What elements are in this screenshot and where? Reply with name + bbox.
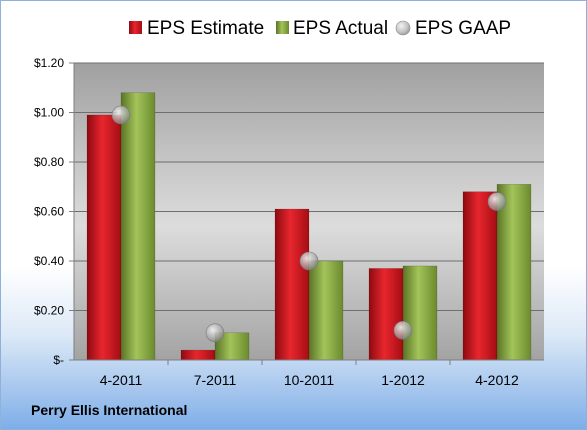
legend-marker-gaap bbox=[395, 20, 411, 36]
marker-eps-gaap bbox=[393, 320, 413, 340]
x-tick-label: 4-2012 bbox=[475, 372, 519, 388]
company-name: Perry Ellis International bbox=[31, 402, 188, 418]
bar-eps-estimate bbox=[180, 349, 216, 361]
bar-eps-estimate bbox=[368, 268, 404, 361]
x-tick-label: 7-2011 bbox=[194, 372, 237, 388]
marker-eps-gaap bbox=[299, 251, 319, 271]
marker-eps-gaap bbox=[205, 323, 225, 343]
legend-swatch-estimate bbox=[129, 21, 142, 34]
y-tick-label: $0.80 bbox=[34, 155, 64, 169]
bar-eps-actual bbox=[120, 92, 156, 361]
y-tick-label: $1.20 bbox=[34, 56, 64, 70]
bars bbox=[86, 92, 532, 361]
y-tick-label: $0.60 bbox=[34, 205, 64, 219]
x-axis-labels: 4-2011 7-2011 10-2011 1-2012 4-2012 bbox=[100, 360, 519, 388]
bar-eps-estimate bbox=[86, 114, 122, 361]
marker-eps-gaap bbox=[487, 192, 507, 211]
y-tick-label: $0.20 bbox=[34, 304, 64, 318]
x-tick-label: 1-2012 bbox=[381, 372, 425, 388]
bar-eps-actual bbox=[308, 260, 344, 361]
bar-eps-actual bbox=[402, 265, 438, 361]
bar-eps-estimate bbox=[462, 191, 498, 361]
y-tick-label: $0.40 bbox=[34, 254, 64, 268]
y-tick-label: $1.00 bbox=[34, 106, 64, 120]
legend-label-actual: EPS Actual bbox=[293, 18, 388, 39]
bar-eps-estimate bbox=[274, 208, 310, 361]
gaap-markers bbox=[111, 105, 507, 343]
legend-swatch-actual bbox=[276, 21, 289, 34]
legend: EPS Estimate EPS Actual EPS GAAP bbox=[129, 18, 511, 39]
y-axis-ticks: $- $0.20 $0.40 $0.60 $0.80 $1.00 $1.20 bbox=[34, 56, 74, 367]
legend-label-gaap: EPS GAAP bbox=[415, 18, 511, 39]
marker-eps-gaap bbox=[111, 105, 131, 125]
x-tick-label: 10-2011 bbox=[284, 372, 335, 388]
bar-eps-actual bbox=[496, 184, 532, 361]
y-tick-label: $- bbox=[53, 353, 64, 367]
x-tick-label: 4-2011 bbox=[100, 372, 143, 388]
legend-label-estimate: EPS Estimate bbox=[147, 18, 264, 39]
